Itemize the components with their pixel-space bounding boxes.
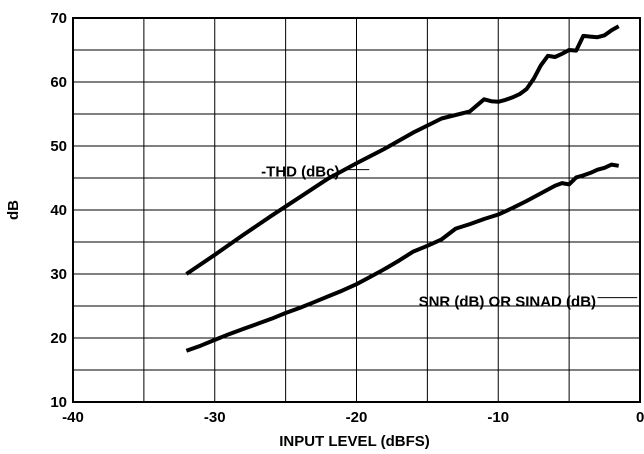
grid-lines: [73, 18, 640, 402]
y-axis-title: dB: [5, 200, 22, 220]
data-series: [185, 24, 620, 353]
series-annotations: -THD (dBc) SNR (dB) OR SINAD (dB): [261, 164, 638, 311]
plot-frame: [72, 17, 641, 403]
y-tick-label: 10: [50, 394, 67, 411]
y-tick-label: 50: [50, 138, 67, 155]
annotation-snr-sinad-label: SNR (dB) OR SINAD (dB): [419, 294, 596, 311]
y-tick-label: 40: [50, 202, 67, 219]
y-tick-label: 70: [50, 10, 67, 27]
series-line-snr-sinad: [185, 162, 620, 353]
x-axis-tick-labels: -40 -30 -20 -10 0: [62, 409, 644, 426]
x-tick-label: -30: [204, 409, 226, 426]
y-tick-label: 20: [50, 330, 67, 347]
y-tick-label: 30: [50, 266, 67, 283]
series-line-thd: [185, 24, 620, 276]
x-tick-label: -10: [487, 409, 509, 426]
x-axis-title: INPUT LEVEL (dBFS): [279, 433, 430, 450]
x-tick-label: -20: [346, 409, 368, 426]
x-tick-label: -40: [62, 409, 84, 426]
y-axis-tick-labels: 10 20 30 40 50 60 70: [50, 10, 67, 411]
annotation-thd-label: -THD (dBc): [261, 164, 339, 181]
y-tick-label: 60: [50, 74, 67, 91]
x-tick-label: 0: [636, 409, 644, 426]
